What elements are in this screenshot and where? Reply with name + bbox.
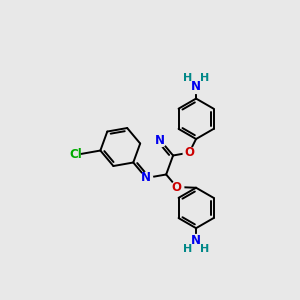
Text: N: N <box>191 80 201 93</box>
Text: N: N <box>155 134 165 146</box>
Text: H: H <box>200 244 209 254</box>
Text: O: O <box>172 181 182 194</box>
Text: O: O <box>184 146 194 159</box>
Text: N: N <box>191 234 201 247</box>
Text: Cl: Cl <box>70 148 83 161</box>
Text: N: N <box>141 172 151 184</box>
Text: H: H <box>183 244 192 254</box>
Text: H: H <box>200 73 209 83</box>
Text: H: H <box>183 73 192 83</box>
